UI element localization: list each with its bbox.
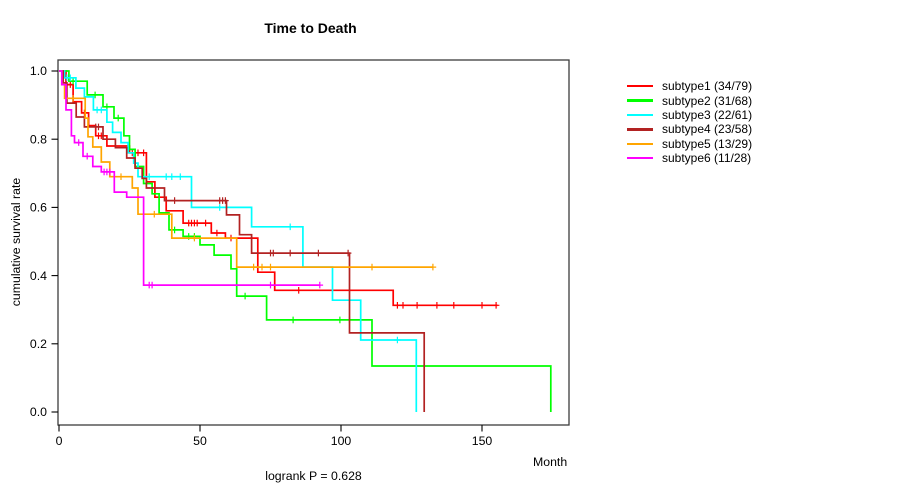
legend: subtype1 (34/79) subtype2 (31/68) subtyp…: [627, 79, 752, 165]
legend-item: subtype1 (34/79): [627, 79, 752, 93]
legend-item-label: subtype3 (22/61): [662, 107, 753, 122]
legend-line-icon: [627, 128, 653, 131]
svg-text:0.4: 0.4: [30, 269, 47, 283]
legend-item: subtype2 (31/68): [627, 93, 753, 108]
x-axis-label: Month: [533, 455, 568, 469]
legend-line-icon: [627, 85, 653, 88]
logrank-pvalue: logrank P = 0.628: [265, 469, 362, 483]
svg-text:0.8: 0.8: [30, 132, 47, 146]
svg-text:50: 50: [193, 434, 207, 448]
legend-item: subtype3 (22/61): [627, 108, 752, 122]
svg-text:150: 150: [472, 434, 493, 448]
svg-text:0.2: 0.2: [30, 337, 47, 351]
svg-text:0.6: 0.6: [30, 201, 47, 215]
legend-item-label: subtype1 (34/79): [662, 79, 753, 94]
legend-line-icon: [627, 142, 653, 145]
legend-item: subtype6 (11/28): [627, 151, 752, 165]
legend-line-icon: [627, 113, 653, 117]
chart-title: Time to Death: [264, 20, 357, 36]
svg-text:0: 0: [56, 434, 63, 448]
svg-text:100: 100: [331, 434, 352, 448]
legend-item: subtype4 (23/58): [627, 122, 752, 136]
legend-line-icon: [627, 156, 653, 160]
svg-text:0.0: 0.0: [30, 405, 47, 419]
legend-item-label: subtype4 (23/58): [662, 122, 753, 137]
legend-item-label: subtype5 (13/29): [662, 136, 753, 151]
legend-item-label: subtype2 (31/68): [662, 93, 753, 108]
legend-line-icon: [627, 99, 653, 102]
y-axis-label: cumulative survival rate: [9, 177, 23, 307]
legend-item: subtype5 (13/29): [627, 137, 752, 151]
legend-item-label: subtype6 (11/28): [662, 151, 752, 166]
svg-text:1.0: 1.0: [30, 64, 47, 78]
